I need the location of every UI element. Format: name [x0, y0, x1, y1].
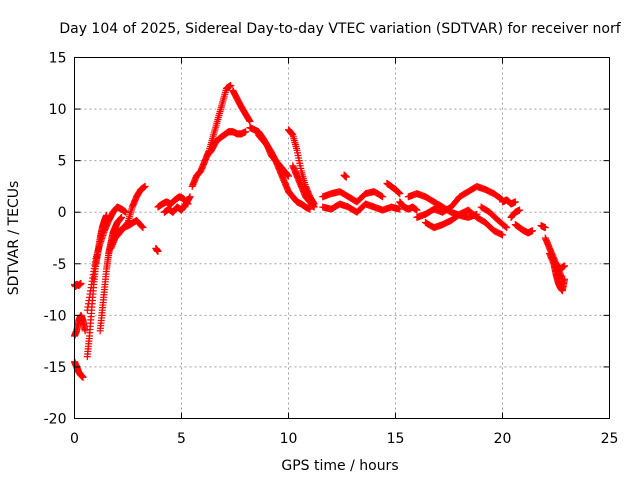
series-norf-z: [421, 206, 506, 239]
series-norf-ab: [499, 196, 519, 208]
y-tick-label: 5: [58, 154, 67, 170]
x-axis-label: GPS time / hours: [281, 458, 398, 474]
data-point: [186, 193, 194, 201]
series-norf-t: [319, 200, 404, 216]
series-norf-w: [396, 198, 421, 214]
series-norf-n: [203, 128, 250, 159]
x-tick-label: 5: [177, 431, 186, 447]
y-tick-label: -5: [53, 257, 67, 273]
y-tick-label: -10: [44, 308, 67, 324]
data-point: [511, 198, 519, 206]
data-point: [516, 206, 524, 214]
data-point: [528, 227, 536, 235]
series-norf-y: [413, 182, 506, 221]
series-norf-e: [83, 203, 130, 314]
series-norf-aa: [477, 203, 511, 232]
series-norf-s: [319, 188, 387, 206]
data-point: [139, 224, 147, 232]
data-point: [227, 81, 235, 89]
series-norf-h: [113, 216, 147, 237]
series-norf-m: [229, 87, 254, 125]
data-point: [285, 172, 292, 180]
data-point: [154, 247, 162, 255]
series-norf-b: [71, 279, 85, 290]
series-norf-p: [255, 131, 314, 213]
y-tick-label: 0: [58, 205, 67, 221]
data-point: [118, 213, 126, 221]
chart-title: Day 104 of 2025, Sidereal Day-to-day VTE…: [59, 21, 621, 37]
x-tick-label: 15: [387, 431, 405, 447]
data-point: [379, 193, 387, 201]
data-point: [138, 223, 146, 231]
axis-ticks: 0 5 10 15 20 25 -20 -15 -10 -5 0 5 10 15: [44, 51, 619, 448]
series-norf-k: [160, 193, 194, 216]
data-point: [541, 224, 549, 232]
data-point: [81, 327, 89, 335]
y-tick-label: -15: [44, 360, 67, 376]
data-point: [499, 231, 506, 239]
grid: [74, 57, 610, 419]
y-tick-label: 15: [49, 51, 67, 67]
series-norf-ah: [552, 260, 569, 273]
x-tick-label: 20: [494, 431, 512, 447]
data-point: [310, 203, 318, 211]
x-tick-label: 0: [70, 431, 79, 447]
data-point: [306, 205, 314, 213]
plot-frame: [74, 57, 610, 419]
data-point: [503, 224, 511, 232]
series-norf-i: [152, 244, 162, 255]
data-point: [413, 206, 421, 214]
series-norf-ae: [537, 222, 549, 232]
series-norf-ac: [507, 206, 524, 221]
data-point: [141, 182, 149, 190]
series-norf-c: [71, 311, 89, 340]
series-norf-ad: [511, 221, 536, 237]
series-norf-r: [289, 162, 318, 211]
data-point: [561, 262, 569, 270]
series-norf-a: [71, 358, 87, 381]
series-norf-l: [188, 81, 235, 190]
series-norf-u: [340, 171, 350, 181]
data-point: [342, 173, 350, 181]
data-point: [396, 190, 404, 198]
data-point: [246, 117, 254, 125]
data-point: [122, 208, 130, 216]
series-norf-v: [383, 179, 404, 198]
data-point: [396, 205, 404, 213]
data-point: [561, 275, 569, 283]
y-tick-label: 10: [49, 102, 67, 118]
data-point: [242, 128, 250, 136]
data-point: [502, 223, 510, 231]
y-tick-label: -20: [44, 412, 67, 428]
x-tick-label: 25: [601, 431, 619, 447]
data-point: [77, 279, 85, 287]
series-norf-ag: [546, 249, 569, 295]
data-points: [71, 81, 569, 381]
series-norf-q: [285, 126, 318, 208]
x-tick-label: 10: [280, 431, 298, 447]
data-point: [378, 192, 386, 200]
y-axis-label: SDTVAR / TECUs: [6, 181, 22, 296]
data-point: [79, 373, 87, 381]
